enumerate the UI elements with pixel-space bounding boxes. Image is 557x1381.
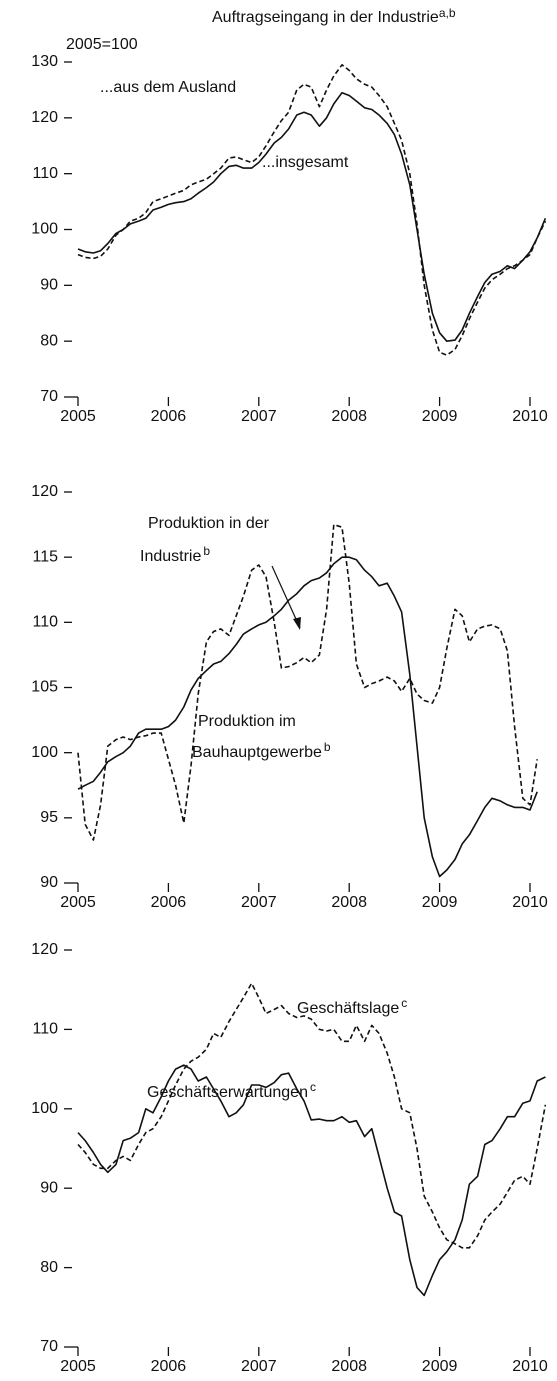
x-tick-label: 2010 <box>512 1358 548 1375</box>
x-tick-label: 2007 <box>241 1358 277 1375</box>
y-tick-label: 70 <box>40 388 58 405</box>
y-tick-label: 110 <box>32 614 58 631</box>
x-tick-label: 2008 <box>331 1358 367 1375</box>
series-label-text: ...aus dem Ausland <box>100 79 236 96</box>
y-tick-label: 100 <box>31 744 58 761</box>
y-tick-label: 120 <box>31 109 58 126</box>
title-text: Auftragseingang in der Industrie <box>212 9 439 26</box>
y-tick-label: 110 <box>32 165 58 182</box>
chart-title: Auftragseingang in der Industriea,b <box>212 6 456 26</box>
x-tick-label: 2010 <box>512 894 548 911</box>
y-tick-label: 70 <box>40 1338 58 1355</box>
title-superscript: a,b <box>439 6 456 20</box>
series-label: Geschäftserwartungen c <box>147 1080 316 1101</box>
y-tick-label: 95 <box>40 809 58 826</box>
series-label: Geschäftslage c <box>297 996 407 1017</box>
x-tick-label: 2009 <box>422 894 458 911</box>
y-tick-label: 130 <box>31 53 58 70</box>
y-tick-label: 90 <box>40 277 58 294</box>
series-line <box>77 523 538 841</box>
y-tick-label: 80 <box>40 332 58 349</box>
y-tick-label: 120 <box>31 941 58 958</box>
index-note: 2005=100 <box>66 36 138 53</box>
series-label: ...aus dem Ausland <box>100 79 236 96</box>
y-tick-label: 105 <box>31 679 58 696</box>
annotation-arrow <box>271 565 301 629</box>
x-tick-label: 2007 <box>241 894 277 911</box>
y-tick-label: 90 <box>40 874 58 891</box>
y-tick-label: 80 <box>40 1259 58 1276</box>
series-label-text: ...insgesamt <box>262 154 349 171</box>
x-tick-label: 2005 <box>60 1358 96 1375</box>
series-label: Produktion im <box>198 713 296 730</box>
x-tick-label: 2005 <box>60 408 96 425</box>
series-label-text: Industrie <box>140 548 201 565</box>
series-label-superscript: c <box>310 1080 316 1094</box>
series-line <box>77 982 547 1249</box>
series-label: ...insgesamt <box>262 154 349 171</box>
x-tick-label: 2006 <box>151 894 187 911</box>
series-line <box>77 1064 546 1297</box>
y-tick-label: 110 <box>32 1021 58 1038</box>
series-label-superscript: c <box>401 996 407 1010</box>
series-label: Produktion in der <box>148 515 270 532</box>
y-tick-label: 120 <box>31 483 58 500</box>
y-tick-label: 90 <box>40 1179 58 1196</box>
y-tick-label: 100 <box>31 1100 58 1117</box>
x-tick-label: 2009 <box>422 1358 458 1375</box>
series-label-text: Geschäftserwartungen <box>147 1084 308 1101</box>
series-line <box>77 556 538 878</box>
series-line <box>77 64 547 356</box>
y-tick-label: 100 <box>31 221 58 238</box>
series-label-text: Produktion im <box>198 713 296 730</box>
series-label-superscript: b <box>324 740 331 754</box>
x-tick-label: 2009 <box>422 408 458 425</box>
series-label-text: Bauhauptgewerbe <box>192 744 322 761</box>
x-tick-label: 2008 <box>331 894 367 911</box>
x-tick-label: 2010 <box>512 408 548 425</box>
y-tick-label: 115 <box>32 548 58 565</box>
series-line <box>77 91 547 342</box>
x-tick-label: 2006 <box>151 1358 187 1375</box>
x-tick-label: 2006 <box>151 408 187 425</box>
x-tick-label: 2005 <box>60 894 96 911</box>
x-tick-label: 2007 <box>241 408 277 425</box>
series-label: Bauhauptgewerbe b <box>192 740 331 761</box>
series-label: Industrie b <box>140 544 210 565</box>
series-label-superscript: b <box>203 544 210 558</box>
x-tick-label: 2008 <box>331 408 367 425</box>
annotation-arrowhead <box>293 617 301 630</box>
series-label-text: Produktion in der <box>148 515 270 532</box>
series-label-text: Geschäftslage <box>297 1000 399 1017</box>
